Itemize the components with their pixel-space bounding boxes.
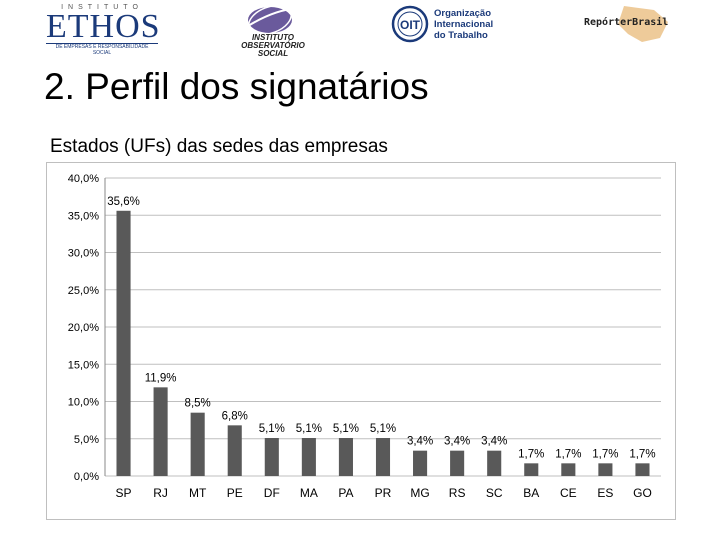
ethos-logo-top: INSTITUTO — [61, 4, 143, 11]
y-tick-label: 25,0% — [68, 285, 99, 297]
data-label: 3,4% — [407, 436, 433, 448]
chart-frame: 0,0% 5,0% 10,0% 15,0% 20,0% 25,0% 30,0% 35,0% 40… — [46, 162, 676, 520]
data-label: 11,9% — [145, 372, 177, 384]
category-label: PE — [227, 486, 243, 500]
data-label: 1,7% — [592, 448, 618, 460]
bar — [264, 438, 279, 476]
oit-logo: OIT Organização Internacional do Trabalh… — [390, 4, 510, 54]
observatorio-globe-icon — [247, 4, 299, 34]
category-label: PA — [338, 486, 353, 500]
logo-bar: INSTITUTO ETHOS DE EMPRESAS E RESPONSABI… — [0, 0, 720, 60]
category-label: RJ — [153, 486, 168, 500]
bar — [153, 387, 168, 476]
observatorio-social-logo: INSTITUTO OBSERVATÓRIO SOCIAL — [234, 4, 312, 58]
observatorio-logo-text: INSTITUTO OBSERVATÓRIO SOCIAL — [241, 33, 305, 58]
brazil-map-icon — [618, 6, 668, 42]
data-label: 8,5% — [185, 398, 211, 410]
svg-text:OIT: OIT — [400, 18, 421, 32]
data-label: 5,1% — [333, 423, 359, 435]
category-label: MG — [410, 486, 429, 500]
bar — [375, 438, 391, 476]
reporter-brasil-text: RepórterBrasil — [584, 17, 669, 28]
category-label: SC — [486, 486, 503, 500]
reporter-brasil-logo: RepórterBrasil — [584, 4, 676, 54]
bar — [635, 463, 650, 476]
category-label: GO — [633, 486, 652, 500]
category-label: CE — [560, 486, 577, 500]
y-tick-label: 40,0% — [68, 173, 99, 185]
data-label: 3,4% — [481, 436, 507, 448]
category-label: SP — [116, 486, 132, 500]
data-label: 35,6% — [107, 196, 140, 208]
category-label: MT — [189, 486, 207, 500]
bar — [413, 450, 428, 476]
slide-subtitle: Estados (UFs) das sedes das empresas — [50, 136, 388, 157]
bar — [301, 438, 316, 476]
data-label: 6,8% — [222, 410, 248, 422]
data-label: 5,1% — [259, 423, 285, 435]
oit-emblem-icon: OIT — [391, 5, 429, 43]
bar — [338, 438, 353, 476]
bar — [487, 450, 502, 476]
bar — [561, 463, 576, 476]
y-tick-label: 0,0% — [74, 471, 99, 483]
bar — [190, 412, 205, 476]
bar — [598, 463, 613, 476]
y-tick-label: 5,0% — [74, 434, 99, 446]
slide-title: 2. Perfil dos signatários — [44, 66, 429, 107]
bar — [450, 450, 465, 476]
category-label: PR — [375, 486, 392, 500]
y-tick-label: 35,0% — [68, 210, 99, 222]
y-tick-label: 30,0% — [68, 248, 99, 260]
ethos-logo-name: ETHOS — [46, 8, 161, 45]
category-label: DF — [264, 486, 280, 500]
oit-line-3: do Trabalho — [434, 30, 488, 41]
bar-chart: 0,0% 5,0% 10,0% 15,0% 20,0% 25,0% 30,0% 35,0% 40… — [68, 173, 661, 500]
oit-logo-text: Organização Internacional do Trabalho — [434, 8, 493, 41]
bar — [116, 210, 131, 476]
data-label: 1,7% — [518, 448, 544, 460]
oit-line-1: Organização — [434, 8, 492, 19]
bar — [227, 425, 242, 476]
ethos-logo-tagline: DE EMPRESAS E RESPONSABILIDADE SOCIAL — [46, 43, 158, 56]
y-tick-label: 15,0% — [68, 359, 99, 371]
data-label: 3,4% — [444, 436, 470, 448]
y-tick-label: 20,0% — [68, 322, 99, 334]
data-label: 1,7% — [629, 448, 655, 460]
y-tick-label: 10,0% — [68, 397, 99, 409]
oit-line-2: Internacional — [434, 19, 494, 30]
data-label: 5,1% — [370, 423, 396, 435]
data-label: 1,7% — [555, 448, 581, 460]
category-label: MA — [300, 486, 318, 500]
category-label: BA — [523, 486, 539, 500]
bar — [524, 463, 539, 476]
category-label: ES — [597, 486, 613, 500]
data-label: 5,1% — [296, 423, 322, 435]
ethos-logo: INSTITUTO ETHOS DE EMPRESAS E RESPONSABI… — [46, 4, 161, 56]
category-label: RS — [449, 486, 466, 500]
